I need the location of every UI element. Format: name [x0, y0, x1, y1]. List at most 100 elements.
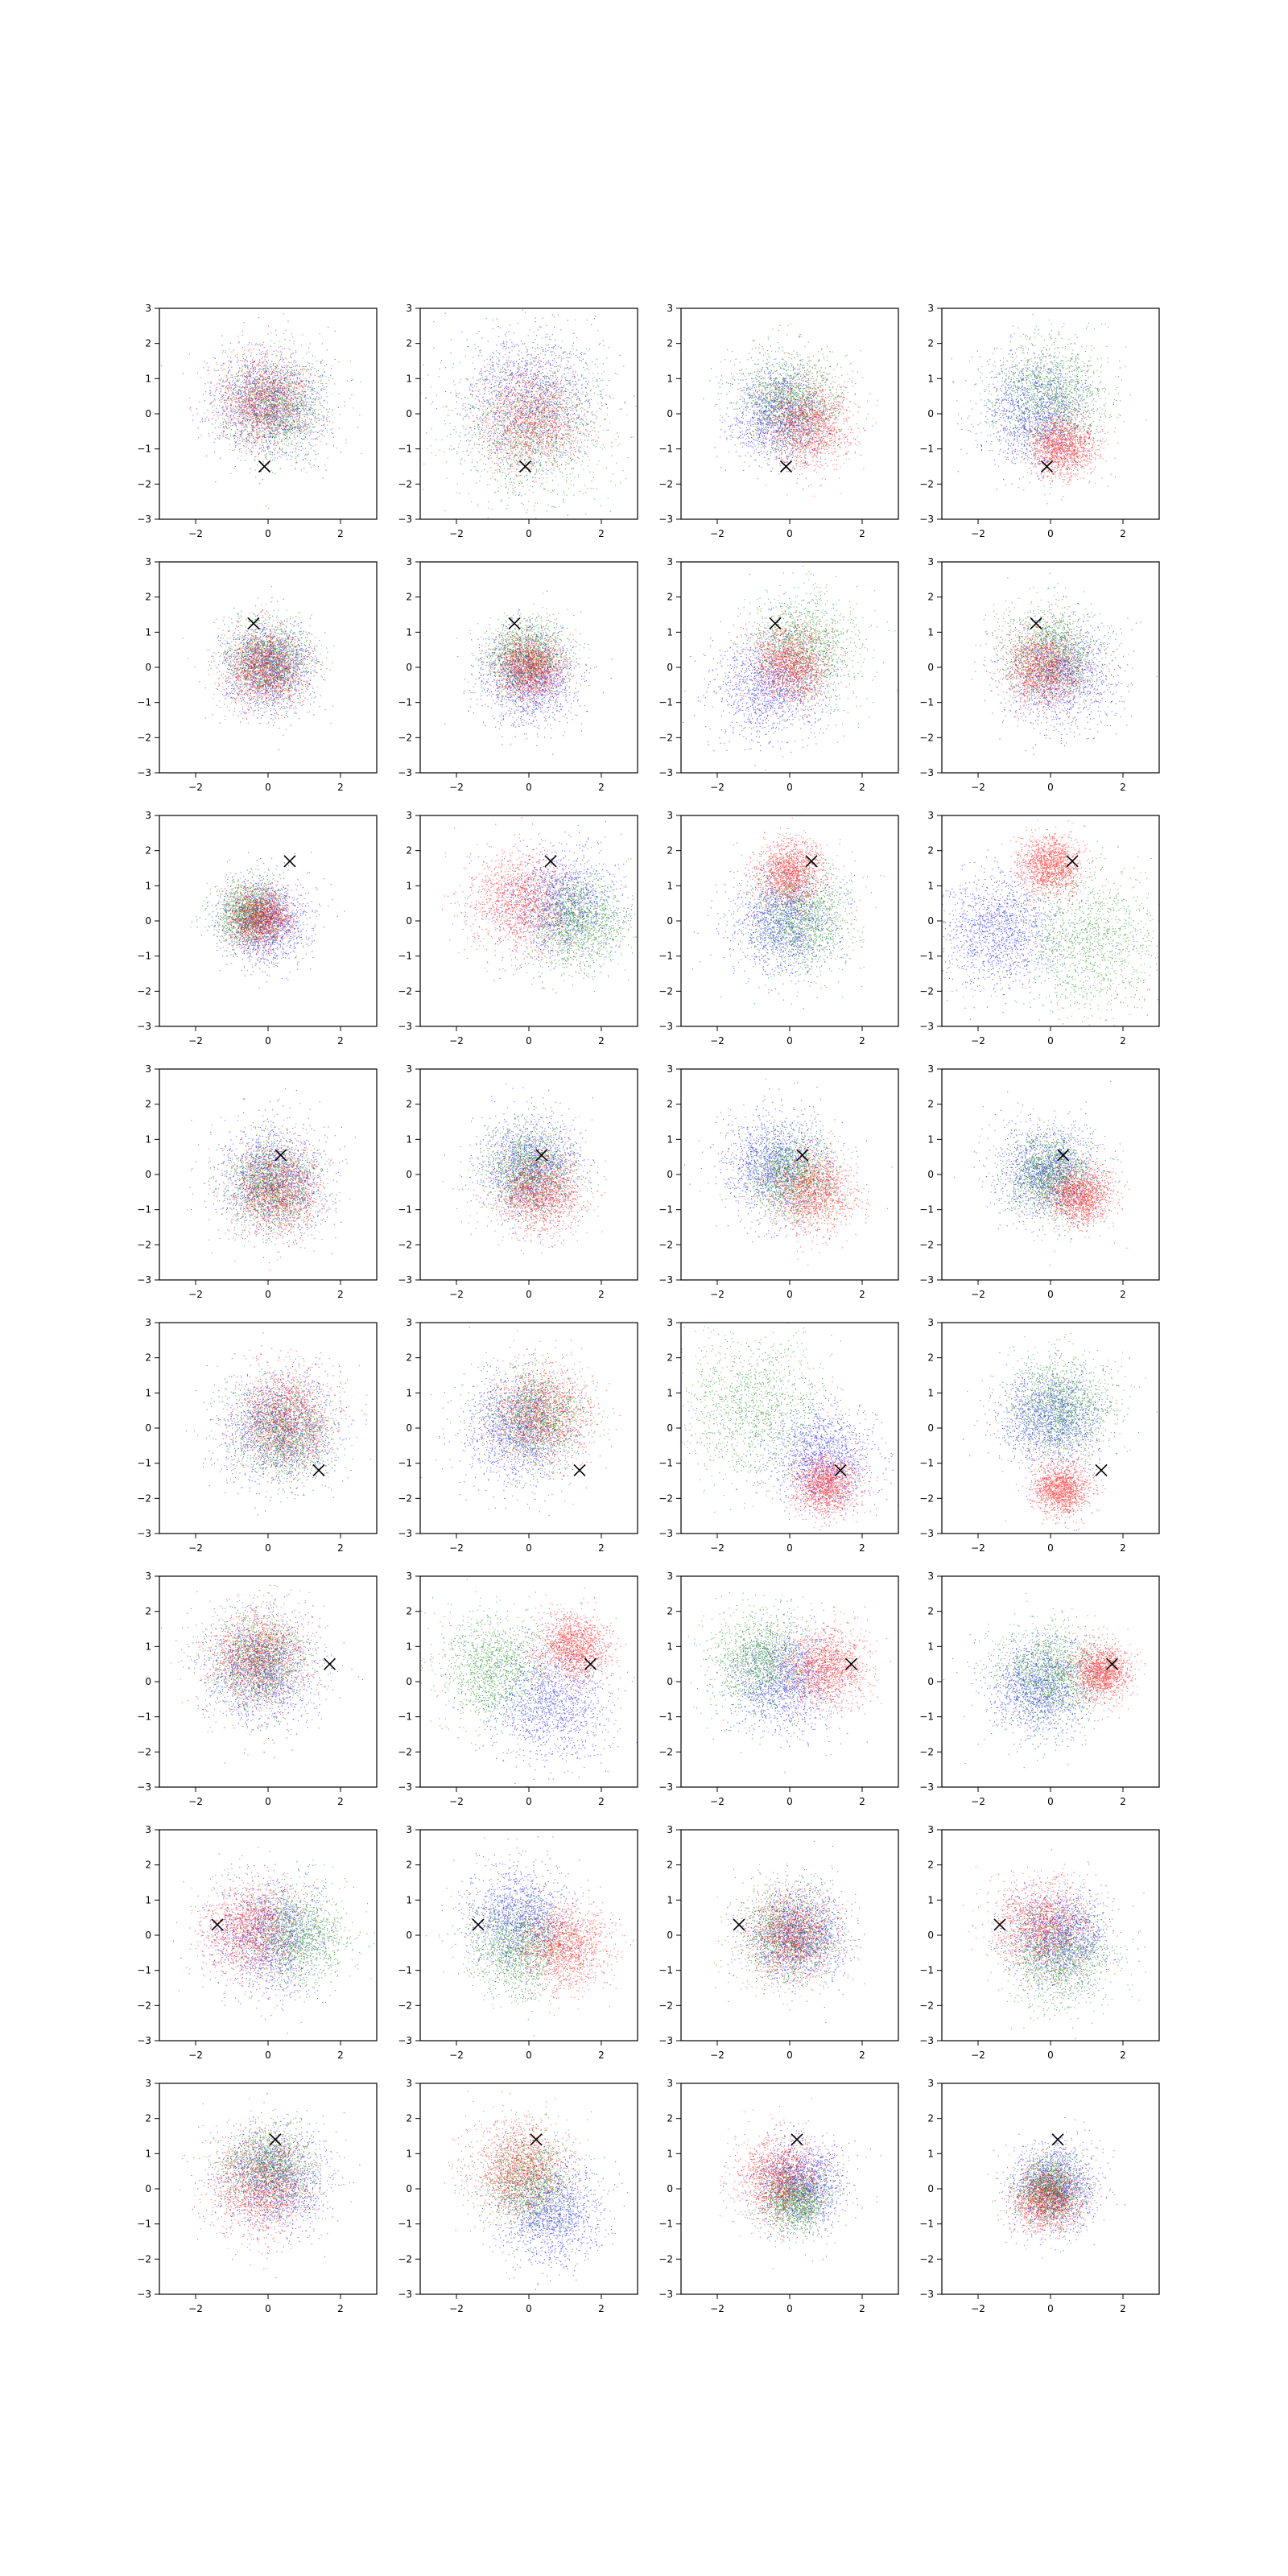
y-tick-label: 0 — [406, 1422, 412, 1434]
subplot-r8-c4: −2 0 2 −3 −2 −1 0 1 2 3 — [919, 2078, 1160, 2314]
x-marker — [283, 855, 296, 868]
y-tick-label: 2 — [667, 845, 673, 857]
y-tick-label: −1 — [137, 1711, 151, 1723]
y-tick-label: 0 — [667, 915, 673, 927]
y-tick-label: −2 — [658, 985, 673, 997]
scatter-points — [179, 2093, 361, 2278]
y-tick-label: −3 — [137, 2289, 151, 2300]
x-tick-label: 2 — [598, 2303, 605, 2314]
x-marker — [518, 460, 532, 473]
x-tick-label: −2 — [971, 2050, 985, 2061]
y-tick-label: 0 — [667, 1169, 673, 1180]
x-tick-label: 2 — [859, 2050, 865, 2061]
series-blue-points — [736, 1377, 898, 1530]
y-tick-label: 0 — [667, 1930, 673, 1941]
y-tick-label: −1 — [137, 697, 151, 708]
y-tick-label: 1 — [406, 1133, 412, 1145]
y-tick-label: −3 — [137, 514, 151, 525]
series-blue-points — [943, 1608, 1117, 1769]
x-tick-label: 0 — [265, 1289, 271, 1300]
scatter-points — [987, 2117, 1125, 2259]
x-tick-label: 0 — [265, 2303, 271, 2314]
subplot-r1-c1: −2 0 2 −3 −2 −1 0 1 2 3 — [137, 303, 378, 539]
x-tick-label: 0 — [786, 2303, 793, 2314]
y-tick-label: 0 — [927, 2183, 934, 2194]
x-marker — [733, 1918, 745, 1931]
x-marker — [472, 1918, 485, 1931]
y-tick-label: 1 — [145, 373, 151, 384]
y-tick-label: 2 — [927, 1099, 934, 1110]
x-marker — [1105, 1657, 1119, 1670]
subplot-r6-c4: −2 0 2 −3 −2 −1 0 1 2 3 — [919, 1571, 1160, 1807]
x-tick-label: 2 — [337, 2303, 344, 2314]
x-tick-label: 2 — [859, 782, 865, 793]
y-tick-label: −2 — [398, 1492, 412, 1504]
y-tick-label: 2 — [667, 1352, 673, 1364]
x-tick-label: 2 — [1120, 1289, 1126, 1300]
series-red-points — [1056, 1626, 1146, 1722]
scatter-points — [444, 590, 613, 755]
y-tick-label: 0 — [145, 408, 151, 419]
y-tick-label: 2 — [145, 1860, 151, 1871]
y-tick-label: −1 — [398, 951, 412, 962]
x-marker — [1051, 2133, 1064, 2146]
y-tick-label: 0 — [406, 1676, 412, 1687]
y-tick-label: 3 — [667, 810, 673, 821]
x-marker — [247, 617, 260, 630]
x-marker — [993, 1918, 1006, 1931]
y-tick-label: 0 — [667, 2183, 673, 2194]
x-tick-label: 2 — [598, 1035, 605, 1046]
x-tick-label: 0 — [526, 782, 532, 793]
y-tick-label: 1 — [406, 1641, 412, 1652]
subplot-r4-c2: −2 0 2 −3 −2 −1 0 1 2 3 — [398, 1063, 638, 1300]
y-tick-label: 3 — [927, 1824, 934, 1835]
subplot-r1-c2: −2 0 2 −3 −2 −1 0 1 2 3 — [398, 303, 638, 539]
x-tick-label: 2 — [859, 2303, 865, 2314]
y-tick-label: −2 — [658, 2253, 673, 2264]
x-tick-label: −2 — [188, 2050, 203, 2061]
x-marker — [573, 1463, 586, 1476]
series-red-points — [489, 1886, 634, 2013]
y-tick-label: 1 — [927, 1387, 934, 1398]
series-blue-points — [199, 597, 333, 750]
y-tick-label: 0 — [406, 2183, 412, 2194]
y-tick-label: 1 — [667, 373, 673, 384]
x-tick-label: −2 — [971, 1289, 985, 1300]
subplot-r3-c4: −2 0 2 −3 −2 −1 0 1 2 3 — [919, 810, 1160, 1046]
y-tick-label: 3 — [406, 2078, 412, 2089]
y-tick-label: 2 — [145, 592, 151, 603]
y-tick-label: 1 — [667, 626, 673, 638]
x-tick-label: −2 — [710, 2050, 724, 2061]
y-tick-label: 2 — [667, 2113, 673, 2124]
y-tick-label: −2 — [137, 2253, 151, 2264]
x-tick-label: 2 — [337, 1542, 344, 1554]
x-tick-label: −2 — [971, 782, 985, 793]
y-tick-label: 1 — [667, 2148, 673, 2159]
y-tick-label: −1 — [137, 444, 151, 455]
scatter-points — [425, 1836, 634, 2037]
scatter-points — [442, 1084, 607, 1254]
x-tick-label: 2 — [1120, 2303, 1126, 2314]
y-tick-label: −1 — [398, 1711, 412, 1723]
y-tick-label: 1 — [667, 1641, 673, 1652]
x-tick-label: −2 — [710, 1542, 724, 1554]
x-marker — [1040, 460, 1054, 473]
y-tick-label: −2 — [919, 1746, 934, 1757]
x-tick-label: 0 — [786, 1796, 793, 1807]
x-tick-label: −2 — [971, 1796, 985, 1807]
scatter-points — [161, 1584, 363, 1764]
y-tick-label: −2 — [398, 2000, 412, 2011]
y-tick-label: −1 — [398, 1458, 412, 1469]
x-tick-label: −2 — [449, 1542, 464, 1554]
y-tick-label: 1 — [145, 1641, 151, 1652]
x-tick-label: 0 — [1047, 1796, 1054, 1807]
subplot-r4-c3: −2 0 2 −3 −2 −1 0 1 2 3 — [658, 1063, 899, 1300]
y-tick-label: −1 — [137, 1458, 151, 1469]
y-tick-label: −2 — [658, 1492, 673, 1504]
x-tick-label: 2 — [598, 1542, 605, 1554]
y-tick-label: 3 — [145, 556, 151, 568]
y-tick-label: −3 — [919, 514, 934, 525]
series-red-points — [187, 1103, 341, 1271]
y-tick-label: −2 — [137, 2000, 151, 2011]
series-green-points — [181, 1584, 343, 1756]
